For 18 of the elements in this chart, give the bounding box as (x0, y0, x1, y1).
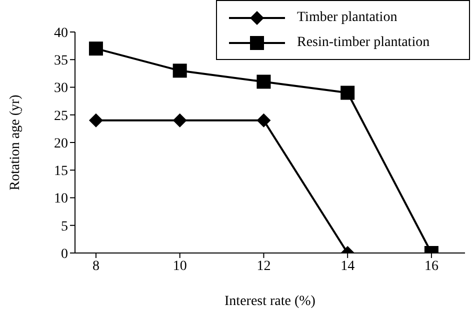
y-tick-label: 40 (54, 26, 68, 41)
legend-label: Timber plantation (297, 10, 398, 26)
y-tick-label: 0 (61, 246, 68, 262)
legend-label: Resin-timber plantation (297, 34, 430, 50)
y-tick-label: 10 (54, 192, 68, 207)
y-tick-label: 25 (54, 108, 68, 124)
x-tick-label: 12 (256, 258, 271, 274)
y-tick-label: 5 (61, 219, 68, 234)
x-tick-label: 16 (424, 258, 438, 274)
y-axis-title: Rotation age (yr) (8, 94, 23, 190)
x-tick-label: 8 (92, 258, 100, 274)
x-tick-label: 14 (340, 258, 355, 274)
y-tick-label: 20 (54, 136, 68, 152)
y-tick-label: 30 (54, 81, 68, 96)
y-tick-label: 15 (54, 164, 68, 180)
y-tick-label: 35 (54, 54, 68, 69)
x-axis-title: Interest rate (%) (224, 294, 316, 309)
x-tick-label: 10 (172, 258, 187, 274)
